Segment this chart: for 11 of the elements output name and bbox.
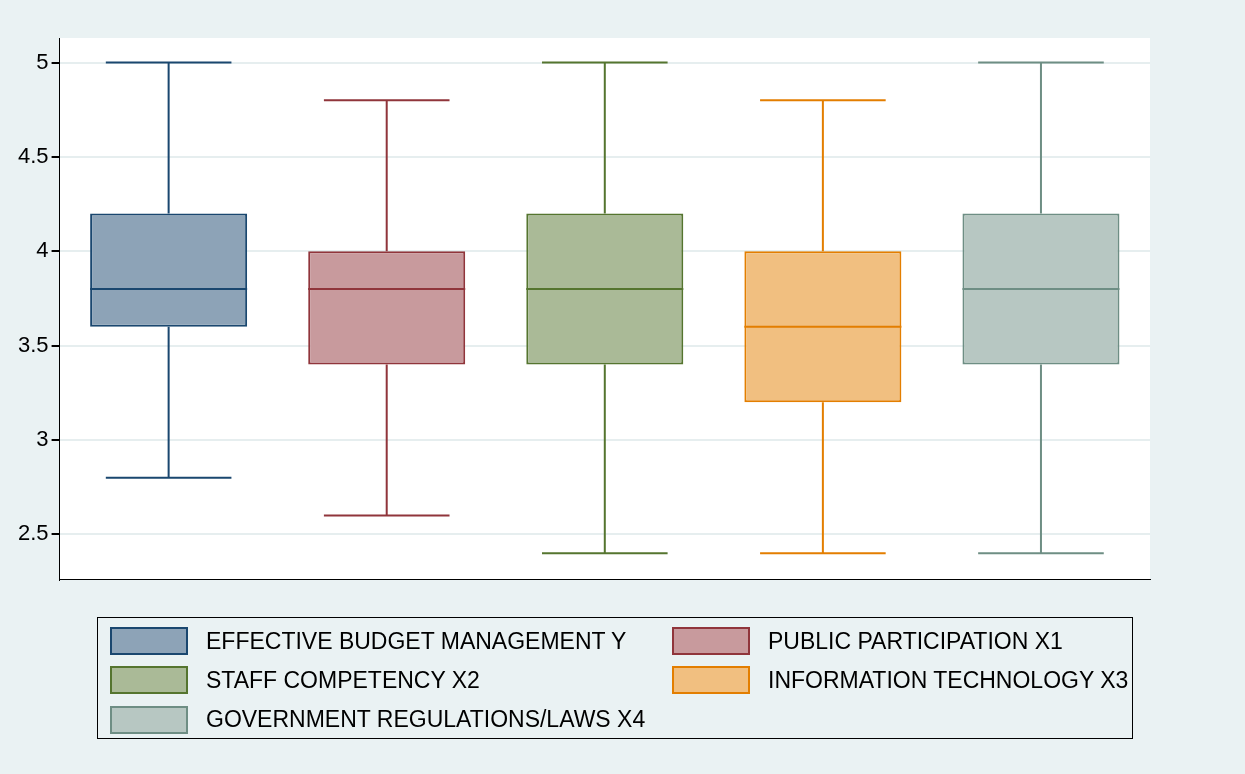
y-tick-label: 4: [36, 237, 49, 263]
legend-label: PUBLIC PARTICIPATION X1: [768, 627, 1063, 655]
legend-label: STAFF COMPETENCY X2: [206, 666, 480, 694]
legend-label: GOVERNMENT REGULATIONS/LAWS X4: [206, 706, 646, 734]
y-tick-label: 3.5: [17, 331, 49, 357]
legend-label: INFORMATION TECHNOLOGY X3: [768, 666, 1129, 694]
y-tick-label: 3: [36, 426, 49, 452]
y-tick-label: 2.5: [17, 520, 49, 546]
legend-label: EFFECTIVE BUDGET MANAGEMENT Y: [206, 627, 627, 655]
y-tick-label: 5: [36, 48, 49, 74]
y-tick-label: 4.5: [17, 142, 49, 168]
